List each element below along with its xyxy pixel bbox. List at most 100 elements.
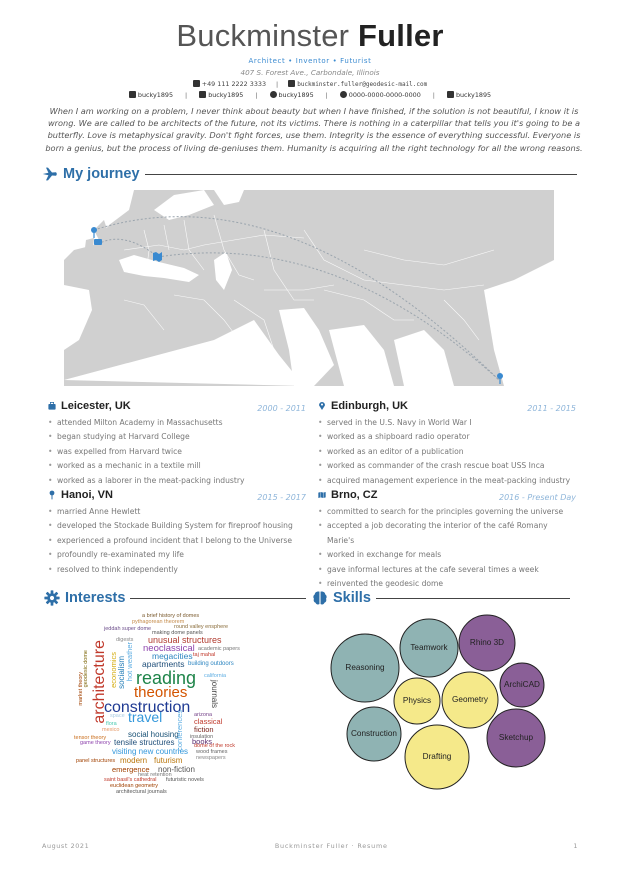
phone-contact[interactable]: +49 111 2222 3333 bbox=[192, 80, 266, 88]
section-rule bbox=[130, 597, 307, 599]
social-label: 0000-0000-0000-0000 bbox=[348, 91, 421, 99]
skill-label: Rhino 3D bbox=[470, 638, 504, 647]
footer-title: Buckminster Fuller · Resume bbox=[274, 842, 388, 850]
push-pin-icon bbox=[49, 490, 55, 500]
full-name: Buckminster Fuller bbox=[0, 18, 620, 54]
interest-word: newspapers bbox=[196, 755, 226, 761]
interest-word: heat retention bbox=[138, 772, 172, 778]
list-item: worked as a mechanic in a textile mill bbox=[48, 459, 306, 474]
skill-label: Construction bbox=[351, 729, 397, 738]
section-label: Interests bbox=[65, 590, 126, 606]
list-item: began studying at Harvard College bbox=[48, 430, 306, 445]
social-instagram[interactable]: bucky1895 bbox=[128, 91, 173, 99]
interest-word: emergence bbox=[112, 765, 150, 774]
gear-icon bbox=[44, 590, 60, 606]
interests-section-title: Interests bbox=[44, 590, 307, 606]
place-dates: 2011 - 2015 bbox=[527, 404, 576, 413]
list-item: worked as commander of the crash rescue … bbox=[318, 459, 576, 474]
list-item: developed the Stockade Building System f… bbox=[48, 519, 306, 534]
interest-word: mexico bbox=[102, 727, 120, 733]
interest-word: dome of the rock bbox=[194, 743, 235, 749]
map-marker-hanoi[interactable] bbox=[497, 373, 503, 384]
interest-word: taj mahal bbox=[193, 652, 216, 658]
place-items: served in the U.S. Navy in World War I w… bbox=[318, 416, 576, 488]
interest-word: non-fiction bbox=[158, 765, 195, 774]
skill-label: Drafting bbox=[423, 752, 452, 761]
place-title: Hanoi, VN bbox=[48, 489, 113, 501]
social-label: bucky1895 bbox=[208, 91, 244, 99]
social-links: bucky1895 | bucky1895 | bucky1895 | 0000… bbox=[0, 91, 620, 99]
page-footer: August 2021 Buckminster Fuller · Resume … bbox=[42, 842, 578, 850]
address: 407 S. Forest Ave., Carbondale, Illinois bbox=[240, 68, 380, 77]
interest-word: euclidean geometry bbox=[110, 783, 159, 789]
interest-word: pythagorean theorem bbox=[132, 619, 185, 625]
resume-header: Buckminster Fuller Architect • Inventor … bbox=[0, 18, 620, 99]
interest-word: arizona bbox=[194, 712, 213, 718]
separator: | bbox=[432, 91, 435, 99]
section-rule bbox=[375, 597, 570, 599]
social-linkedin[interactable]: bucky1895 bbox=[199, 91, 243, 99]
airplane-icon bbox=[42, 167, 57, 181]
interest-word: space bbox=[110, 713, 125, 719]
orcid-icon bbox=[339, 91, 347, 98]
place-name: Leicester, UK bbox=[61, 400, 131, 412]
interest-word: making dome panels bbox=[152, 630, 203, 636]
interest-word: futurism bbox=[154, 756, 183, 765]
world-map bbox=[64, 190, 554, 386]
journey-entry-brno: Brno, CZ 2016 - Present Day committed to… bbox=[318, 489, 576, 592]
place-title: Edinburgh, UK bbox=[318, 400, 408, 412]
interest-word: futuristic novels bbox=[166, 777, 204, 783]
place-name: Brno, CZ bbox=[331, 489, 378, 501]
list-item: profoundly re-examinated my life bbox=[48, 548, 306, 563]
interest-word: tensile structures bbox=[114, 738, 175, 747]
skill-bubble-geometry: Geometry bbox=[441, 671, 499, 729]
interest-word: journals bbox=[210, 680, 219, 709]
interest-word: conferences bbox=[175, 710, 184, 751]
interest-word: game theory bbox=[80, 740, 111, 746]
interest-word: books bbox=[192, 737, 213, 746]
skill-label: Geometry bbox=[452, 695, 489, 704]
interest-word: visiting new countries bbox=[112, 747, 189, 756]
place-items: committed to search for the principles g… bbox=[318, 505, 576, 592]
place-items: attended Milton Academy in Massachusetts… bbox=[48, 416, 306, 488]
interest-word: modern bbox=[120, 756, 148, 765]
skills-bubble-chart: Reasoning Teamwork Rhino 3D ArchiCAD Phy… bbox=[325, 612, 585, 797]
map-marker-edinburgh[interactable] bbox=[91, 227, 97, 238]
interest-word: digests bbox=[116, 637, 134, 643]
first-name: Buckminster bbox=[176, 18, 350, 53]
social-github[interactable]: bucky1895 bbox=[446, 91, 491, 99]
place-name: Edinburgh, UK bbox=[331, 400, 408, 412]
contact-row: +49 111 2222 3333 | buckminster.fuller@g… bbox=[0, 80, 620, 88]
social-twitter[interactable]: bucky1895 bbox=[269, 91, 314, 99]
quote: When I am working on a problem, I never … bbox=[45, 106, 583, 153]
interest-word: building outdoors bbox=[188, 661, 234, 667]
place-dates: 2016 - Present Day bbox=[498, 493, 576, 502]
interest-word: theories bbox=[134, 684, 188, 701]
interest-word: a brief history of domes bbox=[142, 613, 200, 619]
brain-icon bbox=[313, 591, 327, 605]
list-item: reinvented the geodesic dome bbox=[318, 577, 576, 592]
email-address: buckminster.fuller@geodesic-mail.com bbox=[297, 81, 428, 88]
map-marker-leicester[interactable] bbox=[94, 239, 102, 245]
section-label: My journey bbox=[63, 166, 140, 182]
interest-word: academic papers bbox=[198, 646, 240, 652]
skills-section-title: Skills bbox=[312, 590, 570, 606]
list-item: experienced a profound incident that I b… bbox=[48, 534, 306, 549]
map-marker-brno[interactable] bbox=[153, 252, 162, 262]
list-item: worked in exchange for meals bbox=[318, 548, 576, 563]
phone-icon bbox=[192, 80, 200, 87]
skill-bubble-sketchup: Sketchup bbox=[486, 708, 546, 768]
interest-word: insulation bbox=[190, 734, 214, 740]
interest-word: megacities bbox=[152, 651, 193, 661]
social-orcid[interactable]: 0000-0000-0000-0000 bbox=[339, 91, 421, 99]
skill-bubble-archicad: ArchiCAD bbox=[499, 662, 545, 708]
interest-word: jeddah super dome bbox=[104, 626, 152, 632]
skill-label: ArchiCAD bbox=[504, 680, 540, 689]
skill-bubble-teamwork: Teamwork bbox=[399, 618, 459, 678]
interest-word: saint basil's cathedral bbox=[104, 777, 157, 783]
email-contact[interactable]: buckminster.fuller@geodesic-mail.com bbox=[288, 80, 427, 88]
interest-word: round valley ensphere bbox=[174, 624, 229, 630]
twitter-icon bbox=[269, 91, 277, 98]
envelope-icon bbox=[288, 80, 296, 87]
interest-word: reading bbox=[136, 668, 197, 688]
